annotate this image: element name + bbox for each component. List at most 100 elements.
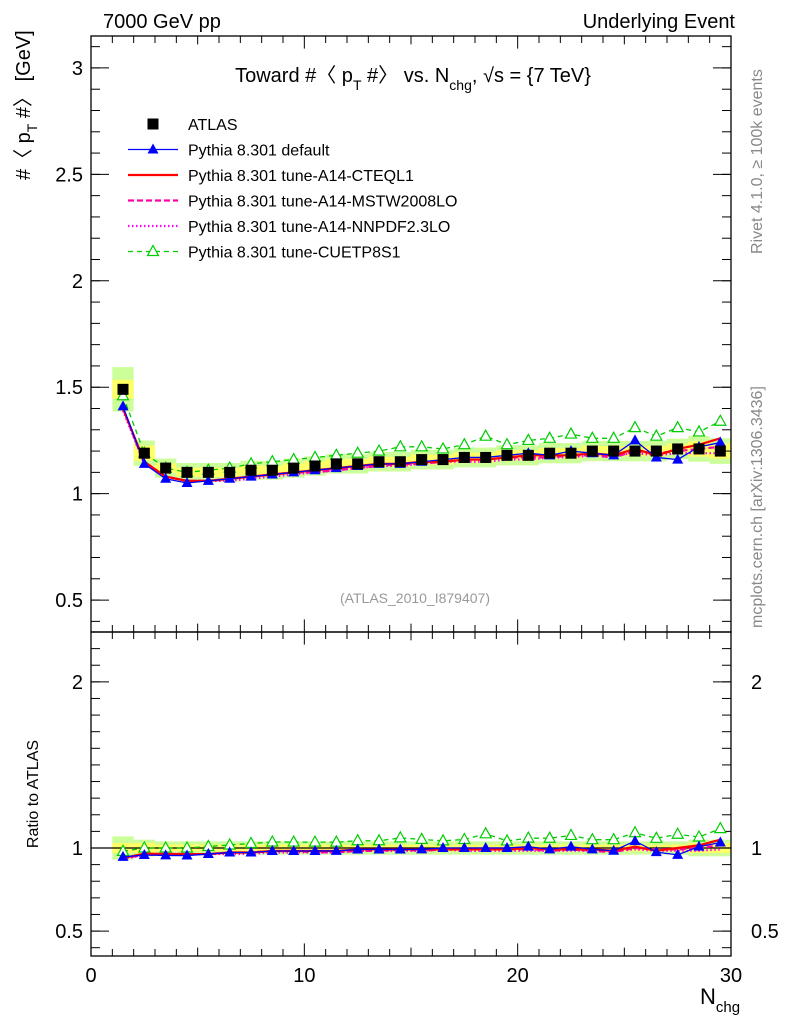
ratio-series <box>116 821 727 861</box>
data-point-atlas <box>693 443 705 455</box>
data-point-atlas <box>629 445 641 457</box>
ratio-point-default <box>458 842 470 852</box>
y-tick-label: 0.5 <box>55 921 83 943</box>
data-point-cuetp <box>692 424 706 437</box>
legend-label-nnpdf: Pythia 8.301 tune-A14-NNPDF2.3LO <box>188 219 450 236</box>
data-point-atlas <box>138 447 150 459</box>
header-left: 7000 GeV pp <box>103 11 221 33</box>
data-point-atlas <box>266 464 278 476</box>
data-point-cuetp <box>585 431 599 443</box>
data-point-cuetp <box>415 439 429 452</box>
data-point-cuetp <box>628 420 642 433</box>
data-point-atlas <box>608 445 620 457</box>
data-point-cuetp <box>607 431 621 443</box>
legend-label-default: Pythia 8.301 default <box>188 143 330 160</box>
ratio-point-default <box>693 840 705 851</box>
ratio-point-cuetp <box>265 834 279 847</box>
ratio-point-cuetp <box>287 834 301 847</box>
data-point-default <box>672 453 684 464</box>
main-panel: 0.5 1 1.5 2 2.5 3 <box>55 35 732 633</box>
y-tick-label: 2.5 <box>55 164 83 186</box>
data-point-atlas <box>458 451 470 463</box>
data-point-atlas <box>160 462 172 474</box>
data-point-atlas <box>437 454 449 466</box>
ratio-point-default <box>650 846 662 857</box>
data-point-cuetp <box>543 431 557 443</box>
ratio-point-cuetp <box>713 821 727 834</box>
data-point-cuetp <box>500 437 514 450</box>
ratio-point-cuetp <box>415 832 429 845</box>
analysis-tag: (ATLAS_2010_I879407) <box>340 590 490 606</box>
data-point-atlas <box>586 445 598 457</box>
legend-label-mstw: Pythia 8.301 tune-A14-MSTW2008LO <box>188 194 457 211</box>
data-point-atlas <box>394 456 406 468</box>
ratio-point-default <box>138 848 150 859</box>
ratio-point-default <box>224 846 236 857</box>
data-point-cuetp <box>393 439 407 452</box>
data-point-atlas <box>181 466 193 478</box>
y-tick-label-right: 2 <box>751 672 762 694</box>
y-tick-label: 0.5 <box>55 590 83 612</box>
ratio-point-cuetp <box>372 833 386 846</box>
data-point-atlas <box>288 462 300 474</box>
data-point-atlas <box>117 383 129 395</box>
ratio-point-default <box>309 844 321 855</box>
data-point-default <box>138 457 150 468</box>
x-axis-label: Nchg <box>700 984 740 1016</box>
data-point-cuetp <box>521 433 535 446</box>
data-point-atlas <box>373 456 385 468</box>
ratio-point-cuetp <box>479 826 493 839</box>
data-point-atlas <box>714 445 726 457</box>
ratio-point-default <box>394 843 406 854</box>
data-point-cuetp <box>713 414 727 426</box>
ratio-point-default <box>117 850 129 861</box>
ratio-point-cuetp <box>564 828 578 841</box>
legend-marker-default <box>147 143 159 154</box>
data-point-atlas <box>416 454 428 466</box>
ratio-point-cuetp <box>671 827 685 839</box>
ratio-point-cuetp <box>607 832 621 845</box>
data-point-atlas <box>650 445 662 457</box>
y-tick-label: 1 <box>72 838 83 860</box>
ratio-point-default <box>522 840 534 851</box>
ratio-point-default <box>565 840 577 851</box>
ratio-point-cuetp <box>393 830 407 843</box>
legend-label-atlas: ATLAS <box>188 117 238 134</box>
ratio-frame <box>90 631 732 957</box>
legend-marker-atlas <box>147 118 159 130</box>
ratio-point-default <box>544 843 556 854</box>
x-tick-label: 30 <box>720 965 742 987</box>
data-point-atlas <box>202 466 214 478</box>
y-tick-label-right: 0.5 <box>751 921 779 943</box>
data-point-atlas <box>480 451 492 463</box>
data-point-atlas <box>224 466 236 478</box>
ratio-point-default <box>288 844 300 855</box>
data-point-default <box>629 434 641 445</box>
data-point-cuetp <box>436 441 450 454</box>
ratio-point-default <box>672 848 684 859</box>
ratio-point-default <box>330 844 342 855</box>
ratio-point-default <box>160 849 172 860</box>
x-tick-label: 0 <box>85 965 96 987</box>
ratio-point-default <box>352 843 364 854</box>
data-point-default <box>714 436 726 447</box>
data-point-default <box>202 474 214 485</box>
y-tick-label: 2 <box>72 672 83 694</box>
ratio-point-default <box>245 846 257 857</box>
ratio-point-cuetp <box>649 831 663 843</box>
data-point-cuetp <box>372 443 386 456</box>
ratio-point-default <box>266 844 278 855</box>
data-point-atlas <box>565 447 577 459</box>
data-point-cuetp <box>671 420 685 433</box>
data-point-atlas <box>330 458 342 470</box>
ratio-point-default <box>373 843 385 854</box>
data-point-cuetp <box>564 426 578 439</box>
ratio-point-default <box>202 848 214 859</box>
chart-title: Toward #〈 pT #〉 vs. Nchg, √s = {7 TeV} <box>235 65 591 93</box>
mcplots-label: mcplots.cern.ch [arXiv:1306.3436] <box>749 386 766 628</box>
ratio-point-cuetp <box>308 834 322 847</box>
ratio-ylabel: Ratio to ATLAS <box>25 740 42 848</box>
data-point-cuetp <box>479 428 493 441</box>
data-point-atlas <box>672 443 684 455</box>
ratio-point-default <box>608 844 620 855</box>
